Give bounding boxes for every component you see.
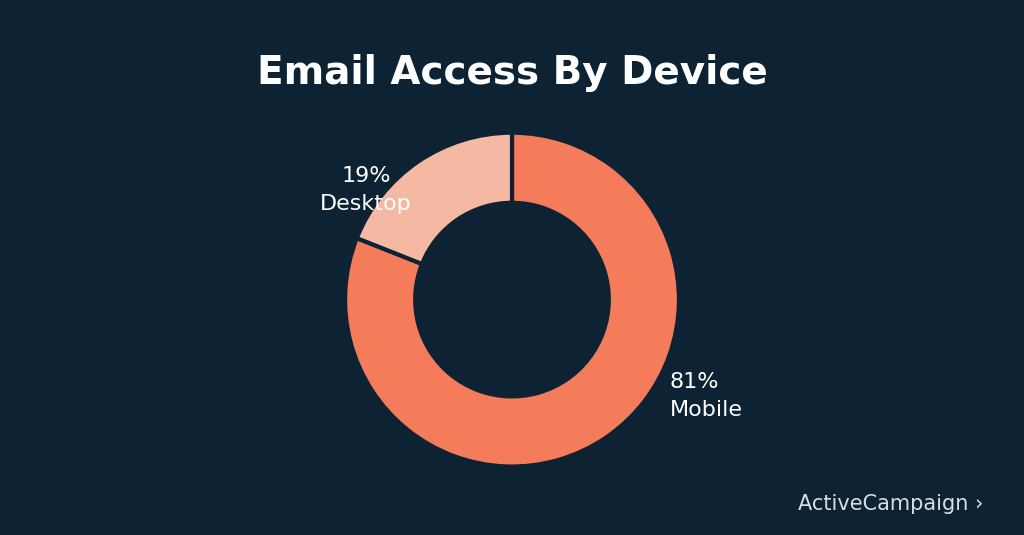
Text: 81%
Mobile: 81% Mobile	[670, 372, 742, 420]
Wedge shape	[345, 133, 679, 467]
Text: 19%
Desktop: 19% Desktop	[321, 166, 412, 213]
Text: ActiveCampaign ›: ActiveCampaign ›	[798, 494, 983, 514]
Text: Email Access By Device: Email Access By Device	[257, 54, 767, 91]
Wedge shape	[356, 133, 512, 264]
